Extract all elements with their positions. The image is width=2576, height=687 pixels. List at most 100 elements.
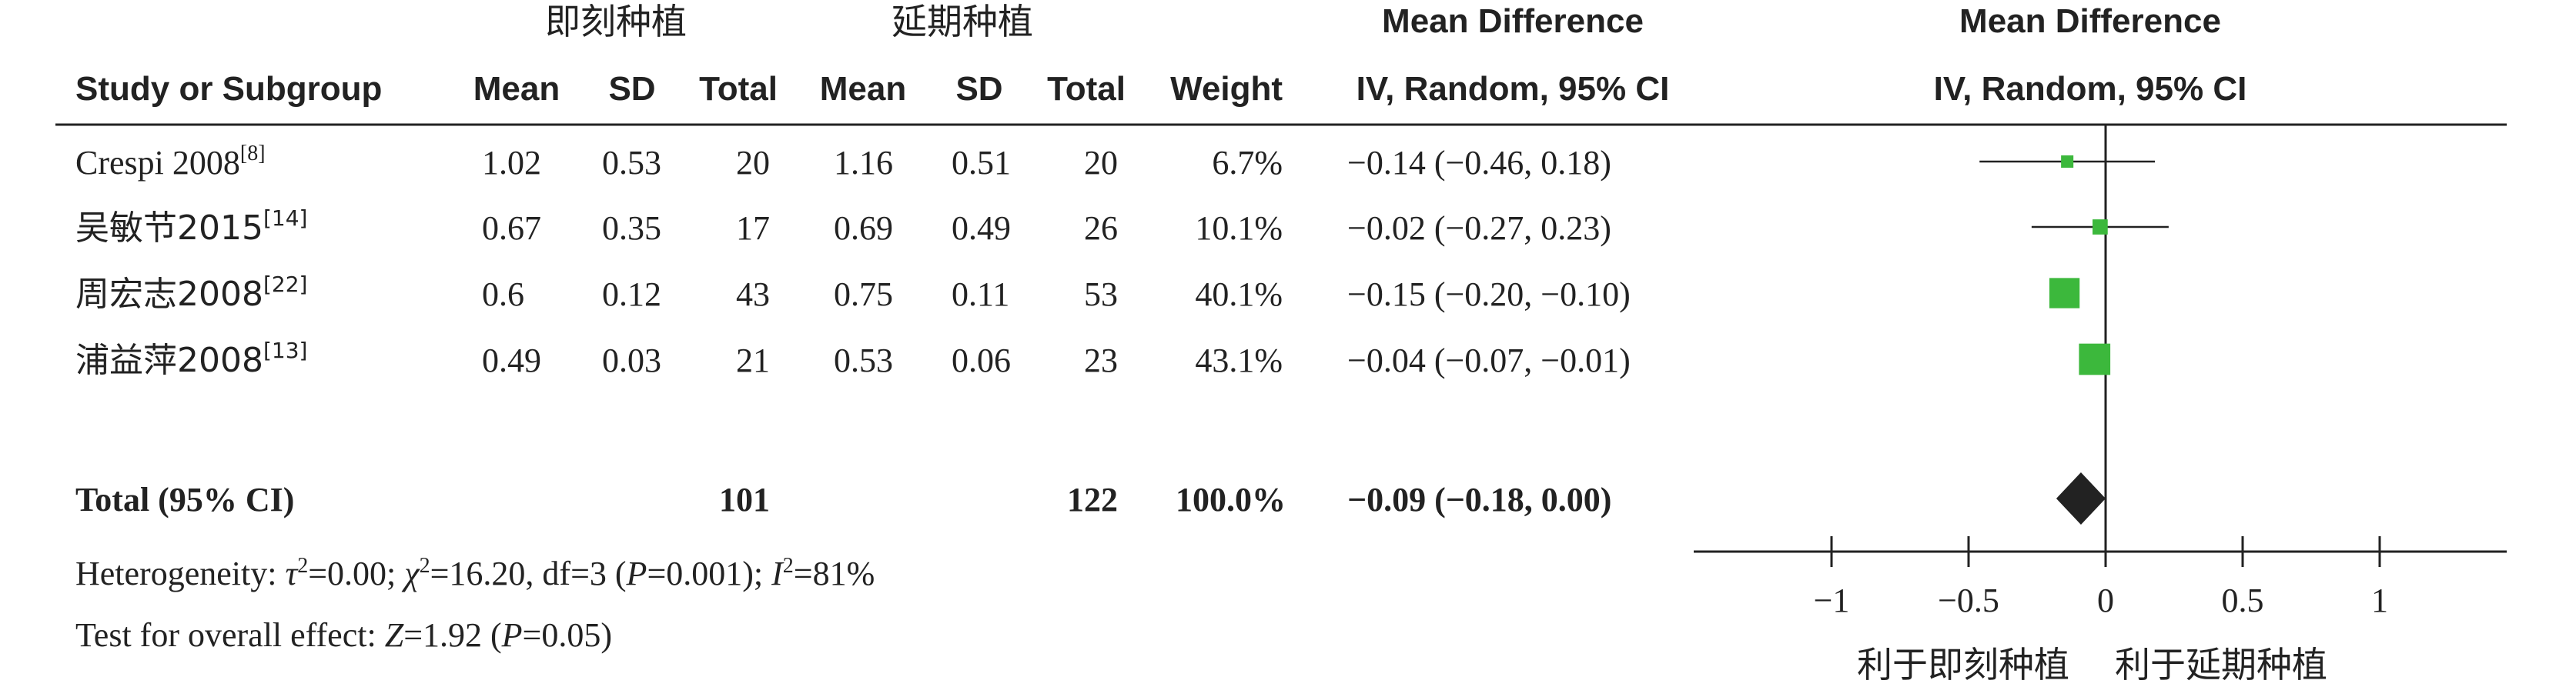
study-name-text: 浦益萍2008 — [75, 341, 263, 380]
z-symbol: Z — [385, 616, 404, 654]
favours-left-label: 利于即刻种植 — [1857, 644, 2069, 685]
experimental-group-header: 即刻种植 — [545, 1, 687, 42]
exp-mean-cell: 0.49 — [482, 342, 541, 379]
total-weight: 100.0% — [1176, 481, 1286, 519]
ctl-sd-cell: 0.06 — [952, 342, 1011, 379]
heterogeneity-text: Heterogeneity: τ2=0.00; χ2=16.20, df=3 (… — [75, 554, 875, 592]
study-name: Crespi 2008[8] — [75, 142, 266, 182]
ci-cell: −0.14 (−0.46, 0.18) — [1347, 144, 1611, 182]
p2-value: =0.05) — [523, 616, 612, 654]
heterogeneity-prefix: Heterogeneity: — [75, 555, 285, 592]
study-reference: [14] — [263, 205, 307, 231]
x-tick-label: 0 — [2097, 582, 2114, 619]
ci-cell: −0.04 (−0.07, −0.01) — [1347, 342, 1631, 379]
study-column-header: Study or Subgroup — [75, 70, 382, 108]
effect-measure-header: Mean Difference — [1382, 2, 1644, 40]
ctl-mean-cell: 1.16 — [834, 144, 893, 182]
z-value: =1.92 ( — [403, 616, 501, 654]
weight-cell: 40.1% — [1195, 275, 1283, 313]
plot-measure-header: Mean Difference — [1959, 2, 2221, 40]
weight-cell: 10.1% — [1195, 209, 1283, 247]
table-row: 周宏志2008[22] 0.6 0.12 43 0.75 0.11 53 40.1% −0.15… — [75, 272, 1631, 314]
study-name: 浦益萍2008[13] — [75, 338, 307, 380]
study-name-text: 吴敏节2015 — [75, 208, 263, 248]
total-ctl-total: 122 — [1067, 481, 1118, 519]
x-tick-label: 0.5 — [2222, 582, 2264, 619]
ctl-sd-header: SD — [955, 70, 1002, 108]
i-symbol: I — [771, 555, 785, 592]
exp-sd-cell: 0.03 — [602, 342, 661, 379]
exp-mean-cell: 0.6 — [482, 275, 524, 313]
ctl-mean-cell: 0.53 — [834, 342, 893, 379]
study-square — [2061, 155, 2074, 168]
study-reference: [22] — [263, 272, 307, 297]
overall-effect-text: Test for overall effect: Z=1.92 (P=0.05) — [75, 616, 612, 654]
ci-cell: −0.15 (−0.20, −0.10) — [1347, 275, 1631, 313]
chi-symbol: χ — [401, 555, 420, 592]
ctl-mean-cell: 0.75 — [834, 275, 893, 313]
ctl-mean-cell: 0.69 — [834, 209, 893, 247]
tau-symbol: τ — [285, 555, 299, 592]
p-symbol: P — [626, 555, 647, 592]
ctl-total-cell: 23 — [1084, 342, 1118, 379]
ctl-mean-header: Mean — [820, 70, 906, 108]
x-tick-label: 1 — [2371, 582, 2388, 619]
p2-symbol: P — [501, 616, 523, 654]
study-square — [2093, 219, 2108, 235]
plot-method-header: IV, Random, 95% CI — [1934, 70, 2247, 108]
study-square — [2079, 343, 2111, 375]
ctl-total-cell: 20 — [1084, 144, 1118, 182]
ctl-sd-cell: 0.51 — [952, 144, 1011, 182]
study-name-text: 周宏志2008 — [75, 275, 263, 314]
ctl-total-cell: 53 — [1084, 275, 1118, 313]
exp-sd-cell: 0.35 — [602, 209, 661, 247]
control-group-header: 延期种植 — [892, 1, 1033, 42]
exp-mean-cell: 0.67 — [482, 209, 541, 247]
ctl-total-cell: 26 — [1084, 209, 1118, 247]
weight-cell: 43.1% — [1195, 342, 1283, 379]
tau-superscript: 2 — [297, 554, 308, 578]
x-tick-label: −1 — [1814, 582, 1850, 619]
exp-sd-cell: 0.12 — [602, 275, 661, 313]
table-row: 浦益萍2008[13] 0.49 0.03 21 0.53 0.06 23 43.1% −0.0… — [75, 338, 1631, 380]
ctl-sd-cell: 0.11 — [952, 275, 1009, 313]
overall-prefix: Test for overall effect: — [75, 616, 385, 654]
weight-cell: 6.7% — [1212, 144, 1283, 182]
i-value: =81% — [794, 555, 875, 592]
table-row: Crespi 2008[8] 1.02 0.53 20 1.16 0.51 20 6.7% −0… — [75, 142, 1611, 182]
x-tick-label: −0.5 — [1938, 582, 1999, 619]
pooled-diamond — [2056, 472, 2106, 525]
exp-mean-cell: 1.02 — [482, 144, 541, 182]
total-label: Total (95% CI) — [75, 481, 294, 519]
exp-total-cell: 20 — [736, 144, 770, 182]
weight-header: Weight — [1170, 70, 1283, 108]
study-reference: [13] — [263, 338, 307, 363]
favours-right-label: 利于延期种植 — [2115, 644, 2327, 685]
chi-value: =16.20, df=3 ( — [430, 555, 627, 592]
effect-method-header: IV, Random, 95% CI — [1357, 70, 1670, 108]
ctl-sd-cell: 0.49 — [952, 209, 1011, 247]
study-reference: [8] — [240, 142, 266, 165]
study-name-text: Crespi 2008 — [75, 144, 240, 182]
ci-cell: −0.02 (−0.27, 0.23) — [1347, 209, 1611, 247]
exp-total-cell: 21 — [736, 342, 770, 379]
study-name: 周宏志2008[22] — [75, 272, 307, 314]
study-rows: Crespi 2008[8] 1.02 0.53 20 1.16 0.51 20 6.7% −0… — [75, 142, 1631, 380]
total-exp-total: 101 — [719, 481, 770, 519]
tau-value: =0.00; — [308, 555, 404, 592]
exp-mean-header: Mean — [473, 70, 560, 108]
study-name: 吴敏节2015[14] — [75, 205, 307, 248]
ctl-total-header: Total — [1047, 70, 1126, 108]
total-ci-text: −0.09 (−0.18, 0.00) — [1347, 481, 1611, 519]
exp-sd-cell: 0.53 — [602, 144, 661, 182]
study-square — [2049, 278, 2080, 308]
chi-superscript: 2 — [420, 554, 430, 578]
exp-total-cell: 17 — [736, 209, 770, 247]
p-value: =0.001); — [647, 555, 771, 592]
exp-total-header: Total — [699, 70, 778, 108]
i-superscript: 2 — [783, 554, 794, 578]
exp-sd-header: SD — [608, 70, 655, 108]
exp-total-cell: 43 — [736, 275, 770, 313]
forest-graphic: −1 −0.5 0 0.5 1 — [1694, 125, 2507, 619]
